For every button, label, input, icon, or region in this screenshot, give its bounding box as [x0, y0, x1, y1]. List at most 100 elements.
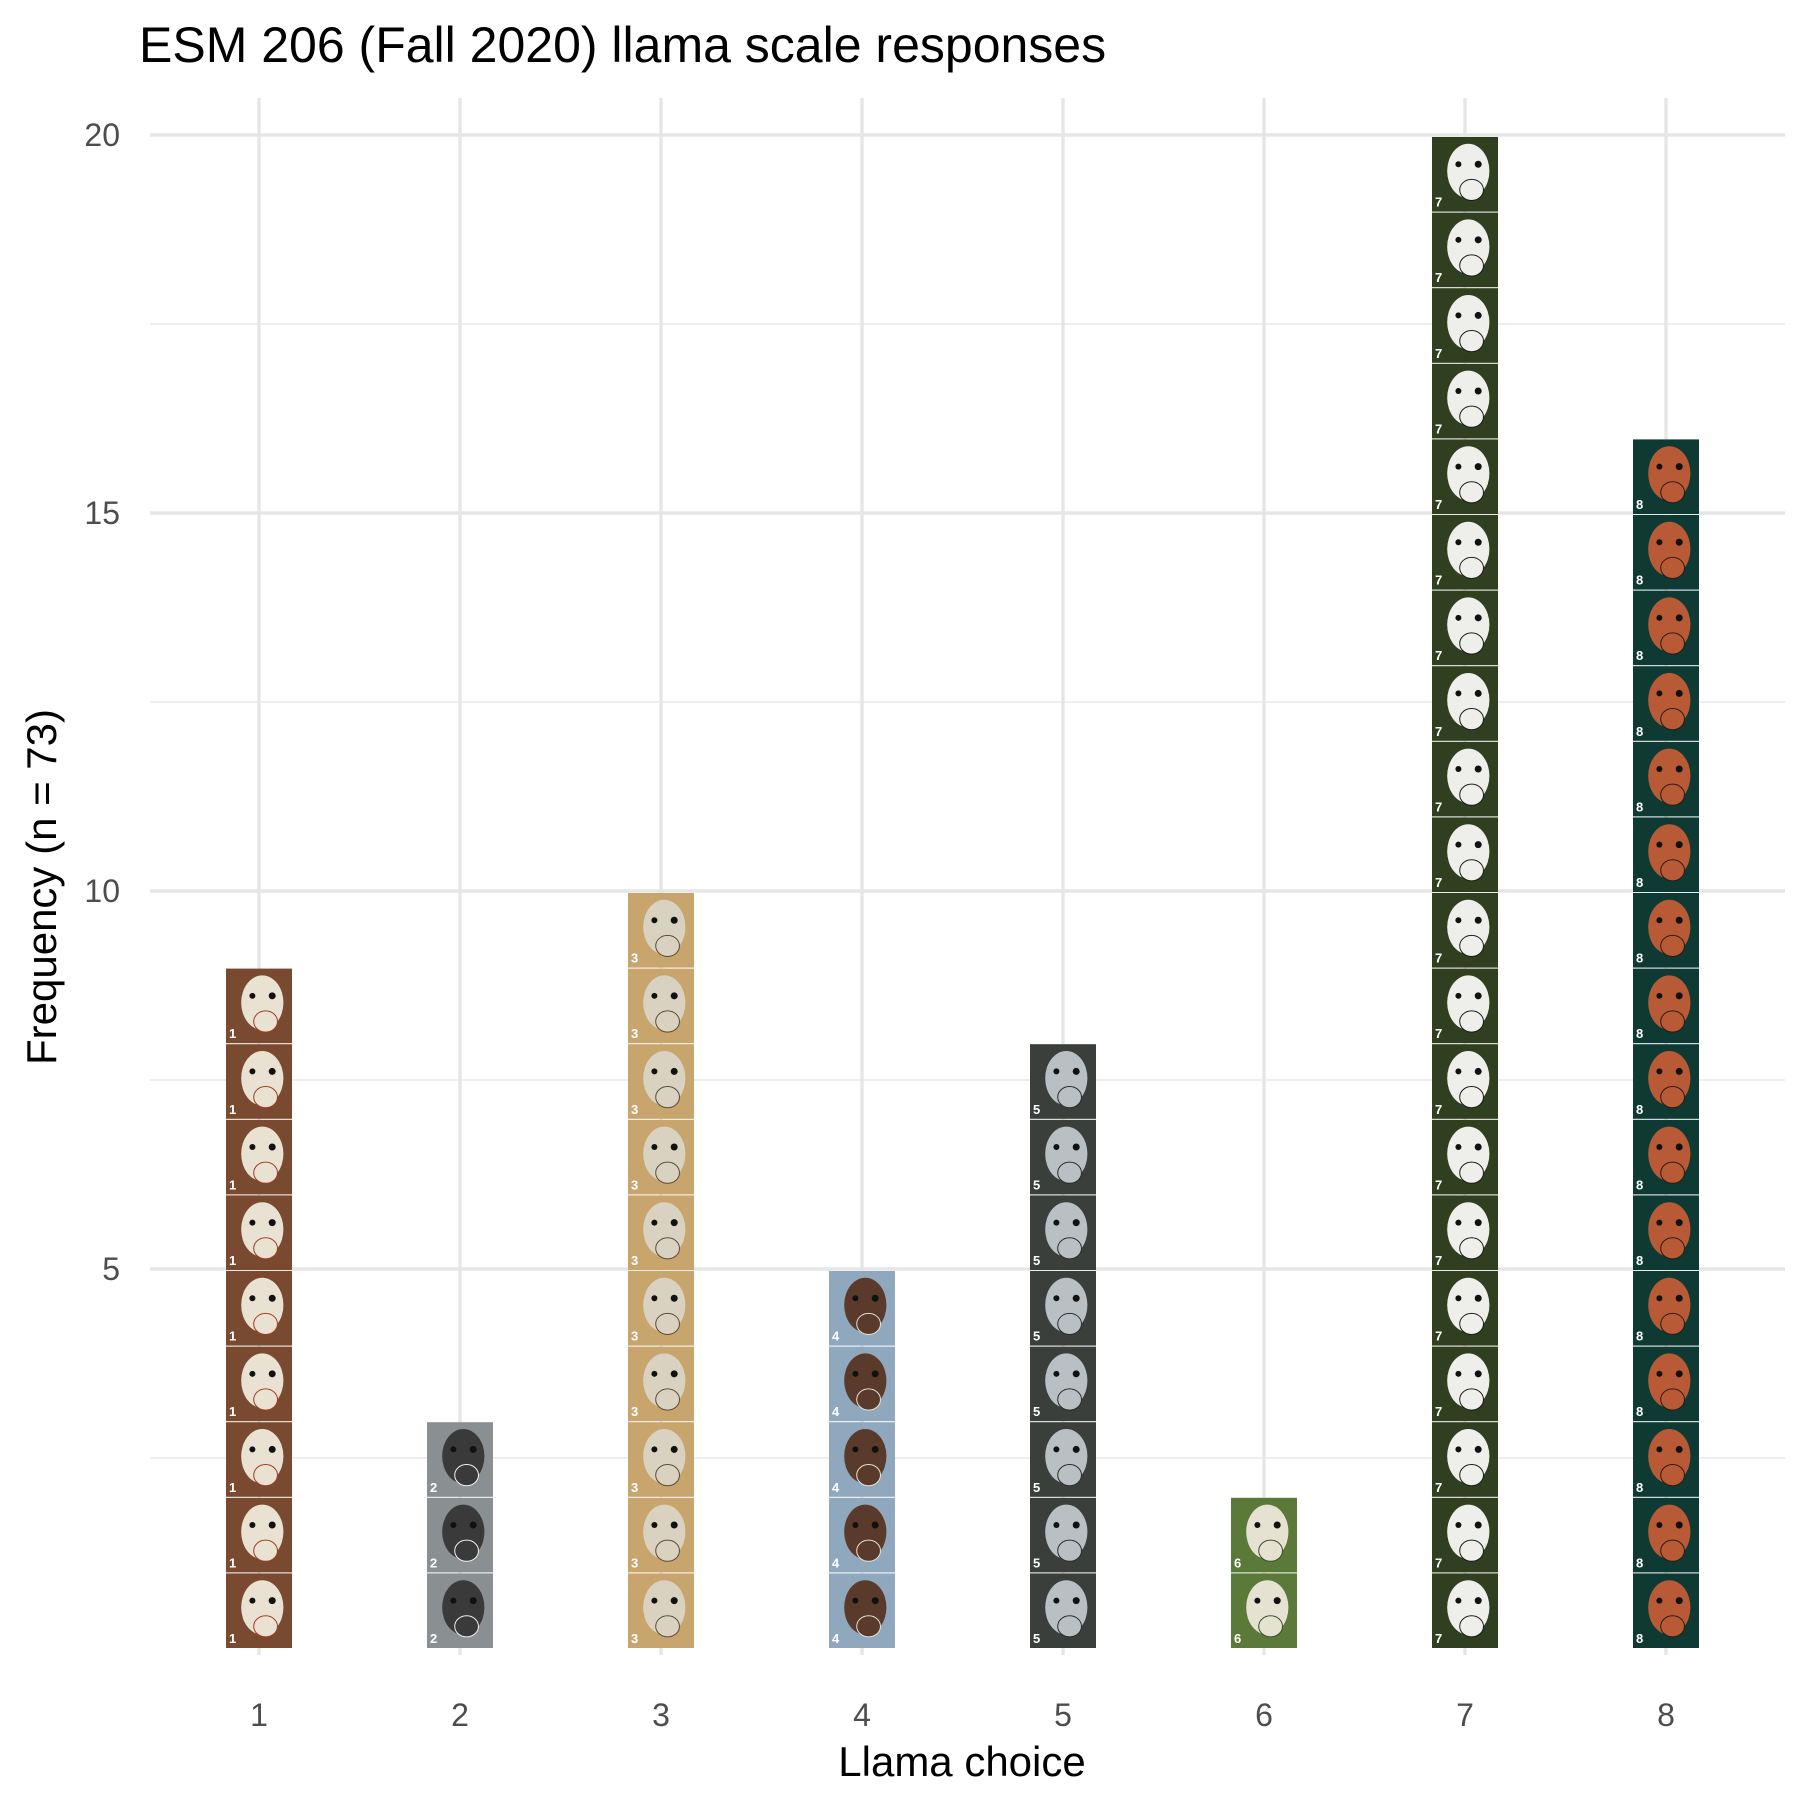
llama-eye [1474, 841, 1482, 849]
llama-eye [249, 1370, 256, 1377]
llama-tile: 8 [1633, 439, 1699, 514]
llama-eye [1072, 1294, 1080, 1302]
tile-tag: 7 [1435, 724, 1442, 739]
llama-snout [1459, 556, 1484, 580]
llama-snout [454, 1615, 479, 1638]
llama-tile: 7 [1432, 1271, 1498, 1346]
llama-eye [651, 1068, 658, 1075]
tile-tag: 3 [631, 1102, 638, 1117]
llama-eye [1053, 1522, 1060, 1529]
llama-snout [1057, 1237, 1082, 1260]
llama-eye [1675, 1370, 1683, 1378]
llama-eye [1455, 614, 1462, 621]
tile-tag: 1 [229, 1253, 236, 1268]
llama-snout [655, 1388, 680, 1411]
llama-snout [1057, 1615, 1082, 1638]
llama-tile: 7 [1432, 1497, 1498, 1573]
tile-tag: 8 [1636, 1480, 1643, 1495]
llama-snout [1660, 556, 1685, 580]
llama-snout [454, 1464, 479, 1487]
llama-snout [253, 1615, 278, 1638]
x-axis-title: Llama choice [838, 1738, 1085, 1785]
llama-eye [1474, 160, 1482, 168]
llama-snout [1459, 254, 1484, 277]
llama-eye [249, 1446, 256, 1453]
llama-snout [1660, 1237, 1685, 1260]
llama-snout [856, 1464, 881, 1487]
llama-eye [651, 1446, 658, 1453]
tile-tag: 8 [1636, 1253, 1643, 1268]
llama-snout [1459, 330, 1484, 353]
llama-tile: 8 [1633, 893, 1699, 968]
llama-snout [1459, 859, 1484, 882]
llama-eye [1474, 1521, 1482, 1529]
tile-tag: 4 [832, 1329, 840, 1344]
llama-eye [852, 1446, 859, 1453]
llama-eye [670, 1219, 678, 1227]
llama-tile: 3 [628, 1346, 694, 1422]
llama-eye [1273, 1597, 1281, 1605]
tile-tag: 7 [1435, 648, 1442, 663]
llama-tile: 7 [1432, 1044, 1498, 1119]
llama-eye [1474, 992, 1482, 1000]
llama-eye [1072, 1597, 1080, 1605]
llama-snout [1660, 1312, 1685, 1336]
llama-snout [1660, 632, 1685, 655]
tile-tag: 7 [1435, 346, 1442, 361]
llama-eye [1675, 689, 1683, 697]
tile-tag: 2 [430, 1480, 437, 1495]
llama-tile: 3 [628, 893, 694, 968]
llama-eye [249, 1597, 256, 1604]
llama-eye [871, 1445, 879, 1453]
llama-snout [856, 1312, 881, 1336]
llama-eye [268, 1521, 276, 1529]
bar: 4 4 4 4 4 [829, 1271, 895, 1648]
llama-eye [1455, 1370, 1462, 1377]
llama-tile: 8 [1633, 1119, 1699, 1195]
llama-snout [1459, 1539, 1484, 1562]
tile-tag: 3 [631, 1555, 638, 1570]
llama-snout [253, 1464, 278, 1487]
llama-eye [1675, 916, 1683, 924]
llama-eye [1474, 387, 1482, 395]
llama-eye [670, 1370, 678, 1378]
tile-tag: 7 [1435, 1555, 1442, 1570]
llama-tile: 1 [226, 1119, 292, 1195]
llama-eye [1675, 765, 1683, 773]
tile-tag: 1 [229, 1329, 236, 1344]
llama-tile: 7 [1432, 515, 1498, 590]
llama-eye [1455, 236, 1462, 243]
llama-tile: 7 [1432, 741, 1498, 817]
llama-eye [249, 1144, 256, 1151]
llama-eye [1656, 690, 1663, 697]
tile-tag: 1 [229, 1177, 236, 1192]
tile-tag: 8 [1636, 1177, 1643, 1192]
bars: 1111111112223333333333444445555555566777… [226, 137, 1699, 1648]
llama-eye [1455, 463, 1462, 470]
tile-tag: 1 [229, 1026, 236, 1041]
x-tick-label: 7 [1456, 1697, 1474, 1733]
llama-eye [1675, 1445, 1683, 1453]
llama-tile: 2 [427, 1497, 493, 1573]
llama-tile: 7 [1432, 288, 1498, 363]
tile-tag: 7 [1435, 1329, 1442, 1344]
llama-snout [1459, 178, 1484, 202]
llama-eye [1072, 1067, 1080, 1075]
llama-eye [268, 1445, 276, 1453]
tile-tag: 6 [1234, 1631, 1241, 1646]
llama-tile: 1 [226, 968, 292, 1044]
llama-snout [1459, 934, 1484, 958]
llama-snout [1057, 1312, 1082, 1336]
bar: 7 7 7 7 7 7 7 7 7 7 7 7 7 7 7 7 7 7 7 7 [1432, 137, 1498, 1648]
llama-eye [1675, 1521, 1683, 1529]
llama-eye [1455, 1144, 1462, 1151]
llama-snout [454, 1539, 479, 1562]
llama-eye [1455, 1522, 1462, 1529]
tile-tag: 2 [430, 1631, 437, 1646]
llama-snout [856, 1615, 881, 1638]
llama-snout [1660, 1086, 1685, 1109]
llama-tile: 1 [226, 1346, 292, 1422]
llama-eye [871, 1370, 879, 1378]
llama-eye [1455, 1219, 1462, 1226]
llama-tile: 3 [628, 1271, 694, 1346]
